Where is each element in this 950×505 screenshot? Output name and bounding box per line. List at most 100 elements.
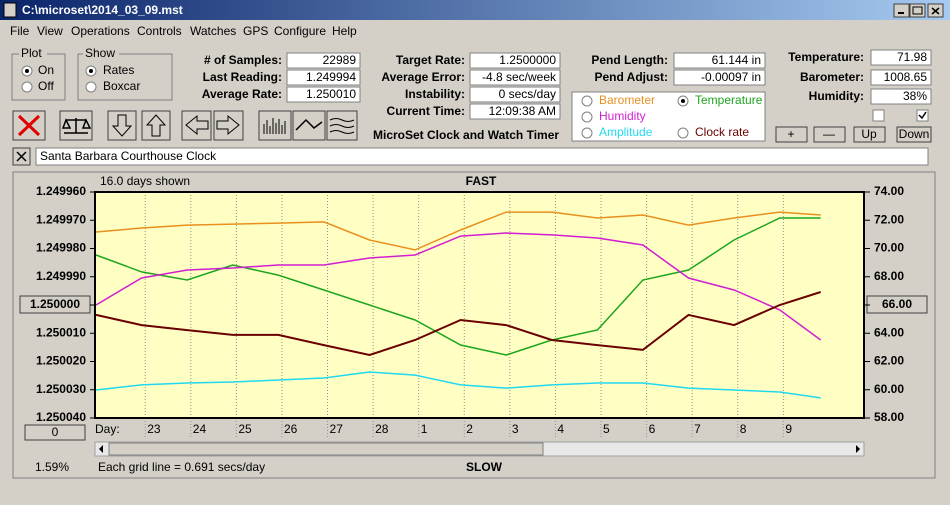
button[interactable] — [775, 126, 808, 143]
legend-label[interactable]: Humidity — [599, 109, 646, 123]
radio[interactable] — [85, 81, 97, 93]
icon — [263, 118, 286, 134]
tool-button[interactable] — [258, 110, 292, 141]
button[interactable] — [896, 126, 932, 143]
legend-radio[interactable] — [581, 111, 593, 123]
button[interactable] — [853, 126, 886, 143]
y-tick-label: 1.250020 — [36, 354, 86, 368]
legend-radio[interactable] — [677, 127, 689, 139]
radio-dot — [25, 69, 29, 73]
legend-radio[interactable] — [581, 95, 593, 107]
zero-button-label[interactable]: 0 — [52, 425, 59, 439]
field-box — [286, 69, 361, 86]
menu-item[interactable]: GPS — [243, 24, 268, 38]
y-tick-label: 1.250030 — [36, 382, 86, 396]
field-label: Target Rate: — [396, 53, 465, 67]
group-title: Plot — [21, 46, 42, 60]
field-value: 1008.65 — [884, 70, 928, 84]
legend-label[interactable]: Amplitude — [599, 125, 653, 139]
field-value: -0.00097 in — [701, 70, 761, 84]
left-button-label[interactable]: 1.250000 — [30, 297, 80, 311]
percent: 1.59% — [35, 460, 69, 474]
x-tick-label: 6 — [649, 422, 656, 436]
field-box — [469, 86, 561, 103]
radio-label[interactable]: Off — [38, 79, 54, 93]
icon — [931, 7, 940, 15]
window-controls[interactable] — [893, 3, 944, 18]
field-value: 12:09:38 AM — [489, 104, 556, 118]
field-label: # of Samples: — [204, 53, 282, 67]
legend-box — [571, 91, 766, 142]
icon — [185, 114, 209, 136]
plot-area — [95, 192, 864, 418]
right-button-label[interactable]: 66.00 — [882, 297, 912, 311]
field-label: Pend Adjust: — [594, 70, 668, 84]
zero-button[interactable] — [24, 424, 86, 441]
legend-label[interactable]: Barometer — [599, 93, 655, 107]
legend-radio[interactable] — [581, 127, 593, 139]
radio[interactable] — [21, 81, 33, 93]
menu-item[interactable]: Configure — [274, 24, 326, 38]
field-label: Instability: — [405, 87, 465, 101]
field-value: 38% — [903, 89, 927, 103]
field-box — [870, 88, 932, 105]
y-tick-label: 1.249970 — [36, 212, 86, 226]
field-label: Temperature: — [788, 50, 864, 64]
button-label[interactable]: Down — [899, 127, 930, 141]
description[interactable]: Santa Barbara Courthouse Clock — [40, 149, 217, 163]
fast-label: FAST — [466, 174, 497, 188]
field-value: 22989 — [323, 53, 357, 67]
field-value: 61.144 in — [712, 53, 761, 67]
series-line — [95, 371, 821, 399]
menu-item[interactable]: Help — [332, 24, 357, 38]
legend-label[interactable]: Temperature — [695, 93, 763, 107]
field-box — [469, 52, 561, 69]
button-label[interactable]: + — [787, 127, 794, 141]
legend-label[interactable]: Clock rate — [695, 125, 749, 139]
menu-item[interactable]: Watches — [190, 24, 236, 38]
menu-item[interactable]: File — [10, 24, 30, 38]
field-value: 1.250010 — [306, 87, 356, 101]
maximize[interactable] — [909, 3, 926, 18]
icon — [912, 6, 923, 15]
radio-label[interactable]: On — [38, 63, 54, 77]
fields: # of Samples: 22989 Last Reading: 1.249994 A… — [202, 49, 932, 120]
menu-item[interactable]: Operations — [71, 24, 130, 38]
y2-tick-label: 60.00 — [874, 382, 904, 396]
y2-tick-label: 72.00 — [874, 212, 904, 226]
description-field[interactable] — [35, 147, 929, 166]
group-gap — [19, 48, 47, 60]
x-tick-label: 1 — [421, 422, 428, 436]
plot-border — [94, 191, 865, 419]
icon — [16, 151, 27, 162]
radio-label[interactable]: Boxcar — [103, 79, 140, 93]
y2-tick-label: 64.00 — [874, 325, 904, 339]
app-label: MicroSet Clock and Watch Timer — [373, 128, 559, 142]
radio-label[interactable]: Rates — [103, 63, 134, 77]
legend: Barometer Temperature Humidity Amplitude Clo… — [581, 93, 763, 139]
field-box — [673, 69, 766, 86]
button-label[interactable]: Up — [861, 127, 877, 141]
field-box — [286, 52, 361, 69]
series-line — [95, 232, 822, 341]
field-label: Barometer: — [800, 70, 864, 84]
field-value: -4.8 sec/week — [482, 70, 557, 84]
button[interactable] — [813, 126, 846, 143]
field-label: Current Time: — [387, 104, 465, 118]
checkbox[interactable] — [916, 109, 929, 122]
icon — [329, 118, 355, 134]
menu-item[interactable]: Controls — [137, 24, 182, 38]
y2-tick-label: 68.00 — [874, 269, 904, 283]
field-value: 1.2500000 — [499, 53, 556, 67]
x-tick-label: 9 — [785, 422, 792, 436]
x-tick-label: 23 — [147, 422, 161, 436]
tool-button[interactable] — [292, 110, 326, 141]
menu-item[interactable]: View — [37, 24, 63, 38]
x-tick-label: 28 — [375, 422, 389, 436]
icon — [145, 114, 167, 137]
button-label[interactable]: — — [823, 127, 835, 141]
group-box — [77, 53, 173, 101]
minimize[interactable] — [893, 3, 910, 18]
checkbox[interactable] — [872, 109, 885, 122]
scroll-thumb[interactable] — [108, 442, 544, 456]
